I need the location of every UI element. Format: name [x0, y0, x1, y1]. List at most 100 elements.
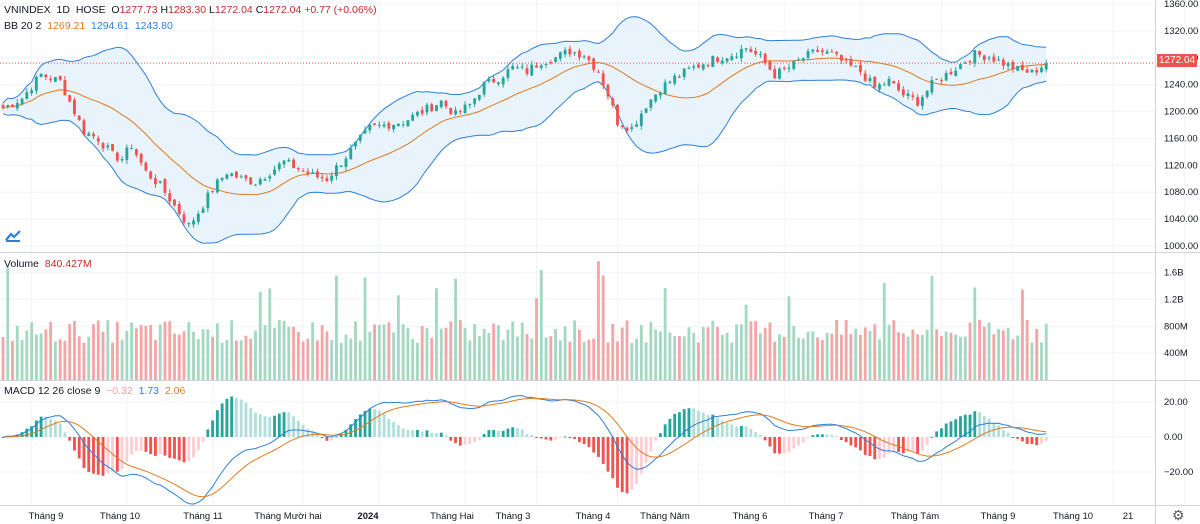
volume-bar — [911, 329, 915, 380]
macd-line — [2, 395, 1047, 505]
volume-bar — [392, 332, 396, 380]
macd-histogram-bar — [530, 434, 534, 437]
candle-body — [125, 147, 129, 161]
volume-bar — [544, 337, 548, 380]
volume-bar — [487, 333, 491, 380]
volume-bar — [211, 336, 215, 380]
macd-histogram-bar — [330, 437, 334, 441]
candle-body — [363, 129, 367, 134]
volume-bar — [682, 336, 686, 380]
volume-bar — [639, 324, 643, 380]
macd-histogram-bar — [87, 437, 91, 472]
candle-body — [106, 145, 110, 148]
macd-histogram-bar — [149, 437, 153, 455]
chart-logo-icon[interactable] — [5, 229, 21, 243]
macd-histogram-bar — [392, 422, 396, 437]
candle-body — [425, 104, 429, 113]
volume-bar — [949, 332, 953, 380]
macd-histogram-bar — [835, 436, 839, 438]
macd-legend[interactable]: MACD 12 26 close 9 −0.32 1.73 2.06 — [4, 385, 185, 397]
price-tag: 1272.04 — [1157, 54, 1197, 67]
macd-histogram-bar — [282, 412, 286, 437]
bb-basis-line — [2, 57, 1047, 196]
volume-bar — [1, 336, 5, 380]
volume-bar — [420, 325, 424, 380]
macd-histogram-bar — [844, 437, 848, 443]
volume-bar — [249, 338, 253, 380]
candle-body — [215, 179, 219, 193]
candle-body — [96, 138, 100, 142]
candle-body — [716, 57, 719, 62]
macd-histogram-bar — [825, 434, 829, 437]
macd-histogram-bar — [963, 414, 967, 437]
candle-body — [458, 111, 462, 113]
candle-body — [658, 92, 662, 96]
volume-bar — [806, 331, 810, 380]
candle-body — [911, 95, 915, 98]
volume-bar — [435, 288, 438, 380]
macd-histogram-bar — [725, 422, 729, 437]
candle-body — [620, 125, 624, 128]
macd-histogram-bar — [196, 437, 200, 451]
macd-histogram-bar — [101, 437, 105, 476]
macd-histogram-bar — [368, 408, 372, 437]
volume-value: 840.427M — [44, 258, 92, 270]
macd-histogram-bar — [154, 437, 157, 456]
candle-body — [115, 152, 119, 161]
candle-body — [949, 71, 953, 75]
candle-body — [273, 169, 276, 175]
candle-body — [573, 52, 577, 54]
candle-body — [11, 104, 14, 107]
macd-histogram-bar — [206, 429, 210, 437]
candle-body — [296, 167, 300, 170]
volume-bar — [387, 322, 391, 380]
macd-histogram-bar — [58, 423, 62, 437]
candle-body — [482, 81, 486, 95]
settings-gear-icon[interactable]: ⚙ — [1172, 507, 1185, 523]
volume-bar — [530, 338, 534, 380]
candle-body — [606, 85, 610, 97]
symbol-legend[interactable]: VNINDEX 1D HOSE O1277.73 H1283.30 L1272.… — [4, 4, 377, 16]
macd-label: MACD 12 26 close 9 — [4, 385, 101, 397]
bb-legend[interactable]: BB 20 2 1269.21 1294.61 1243.80 — [4, 20, 173, 32]
macd-histogram-bar — [234, 397, 238, 437]
macd-histogram-bar — [182, 437, 186, 463]
macd-histogram-bar — [187, 437, 191, 462]
candle-body — [435, 105, 438, 111]
macd-histogram-bar — [396, 425, 400, 437]
macd-histogram-bar — [325, 437, 329, 441]
volume-bar — [920, 335, 924, 380]
candle-body — [806, 51, 810, 58]
macd-histogram-bar — [430, 432, 434, 437]
macd-histogram-bar — [873, 437, 877, 460]
macd-histogram-bar — [568, 437, 572, 439]
macd-histogram-bar — [597, 437, 600, 457]
candle-body — [416, 111, 419, 116]
price-tick-label: 1360.00 — [1164, 0, 1198, 10]
macd-histogram-bar — [878, 437, 881, 459]
volume-bar — [477, 336, 481, 380]
volume-bar — [1030, 342, 1034, 380]
volume-bar — [311, 322, 315, 380]
volume-bar — [215, 323, 219, 380]
candle-body — [111, 144, 114, 151]
volume-bar — [630, 343, 634, 380]
candle-body — [315, 171, 319, 178]
macd-histogram-bar — [363, 410, 367, 437]
candle-body — [630, 127, 634, 130]
candle-body — [130, 148, 134, 150]
macd-histogram-bar — [349, 424, 353, 437]
candle-body — [30, 90, 34, 94]
macd-hist-value: −0.32 — [106, 385, 133, 397]
macd-histogram-bar — [601, 437, 605, 464]
volume-legend[interactable]: Volume 840.427M — [4, 258, 92, 270]
volume-bar — [835, 319, 839, 380]
candle-body — [959, 64, 962, 69]
volume-bar — [820, 340, 824, 380]
volume-bar — [839, 334, 843, 380]
candle-body — [268, 176, 272, 179]
volume-bar — [782, 336, 786, 380]
candle-body — [1025, 69, 1029, 73]
candle-body — [163, 179, 167, 193]
